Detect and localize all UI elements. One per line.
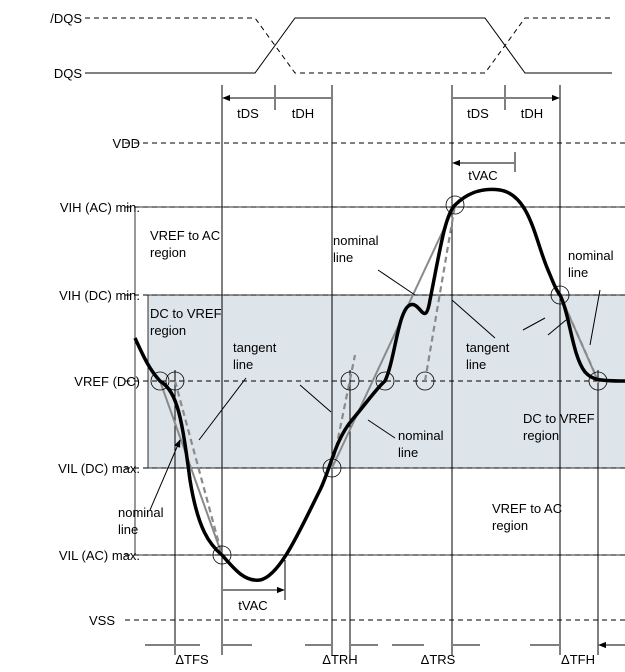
delta-label: ΔTRS [421,652,456,667]
marker-circle [165,371,185,391]
annotation-text: nominal [333,233,379,248]
marker-circle [212,545,232,565]
marker-circle [415,371,435,391]
annotation-text: line [568,265,588,280]
annotation-text: DC to VREF [150,306,222,321]
annotation-text: region [150,323,186,338]
signal-label: /DQS [50,11,82,26]
group: /DQS DQS tDS tDH tDS tDH VDD VIH (AC) mi… [50,11,613,667]
annotation-text: DC to VREF [523,411,595,426]
annotation-text: nominal [398,428,444,443]
annotation-text: line [333,250,353,265]
marker-circle [322,458,342,478]
delta-label: ΔTFH [561,652,595,667]
marker-circle [550,285,570,305]
annotation-text: region [523,428,559,443]
timing-label: tDH [521,106,543,121]
marker-circle [375,371,395,391]
timing-label: tDS [237,106,259,121]
level-label: VIL (AC) max. [59,548,140,563]
marker-circle [445,195,465,215]
marker-circle [150,371,170,391]
level-label: VIH (AC) min. [60,200,140,215]
annotation-text: VREF to AC [492,501,562,516]
line [133,187,625,582]
tvac-label: tVAC [468,168,497,183]
line [149,269,601,511]
annotation-text: tangent [466,340,510,355]
annotation-text: tangent [233,340,277,355]
annotation-text: VREF to AC [150,228,220,243]
line [223,163,514,590]
marker-circle [588,371,608,391]
level-label: VIL (DC) max. [58,461,140,476]
annotation-text: region [492,518,528,533]
signal-label: DQS [54,66,83,81]
delta-label: ΔTFS [175,652,209,667]
delta-label: ΔTRH [322,652,357,667]
group [150,195,608,565]
annotation-text: line [118,522,138,537]
level-label: VSS [89,613,115,628]
marker-circle [340,371,360,391]
annotation-text: region [150,245,186,260]
annotation-text: nominal [118,505,164,520]
level-label: VREF (DC) [74,374,140,389]
timing-label: tDH [292,106,314,121]
annotation-text: line [398,445,418,460]
annotation-text: line [466,357,486,372]
level-label: VIH (DC) min. [59,288,140,303]
annotation-text: nominal [568,248,614,263]
line [173,204,602,556]
timing-label: tDS [467,106,489,121]
annotation-text: line [233,357,253,372]
line [85,17,612,74]
level-label: VDD [113,136,140,151]
line [85,17,612,74]
tvac-label: tVAC [238,598,267,613]
